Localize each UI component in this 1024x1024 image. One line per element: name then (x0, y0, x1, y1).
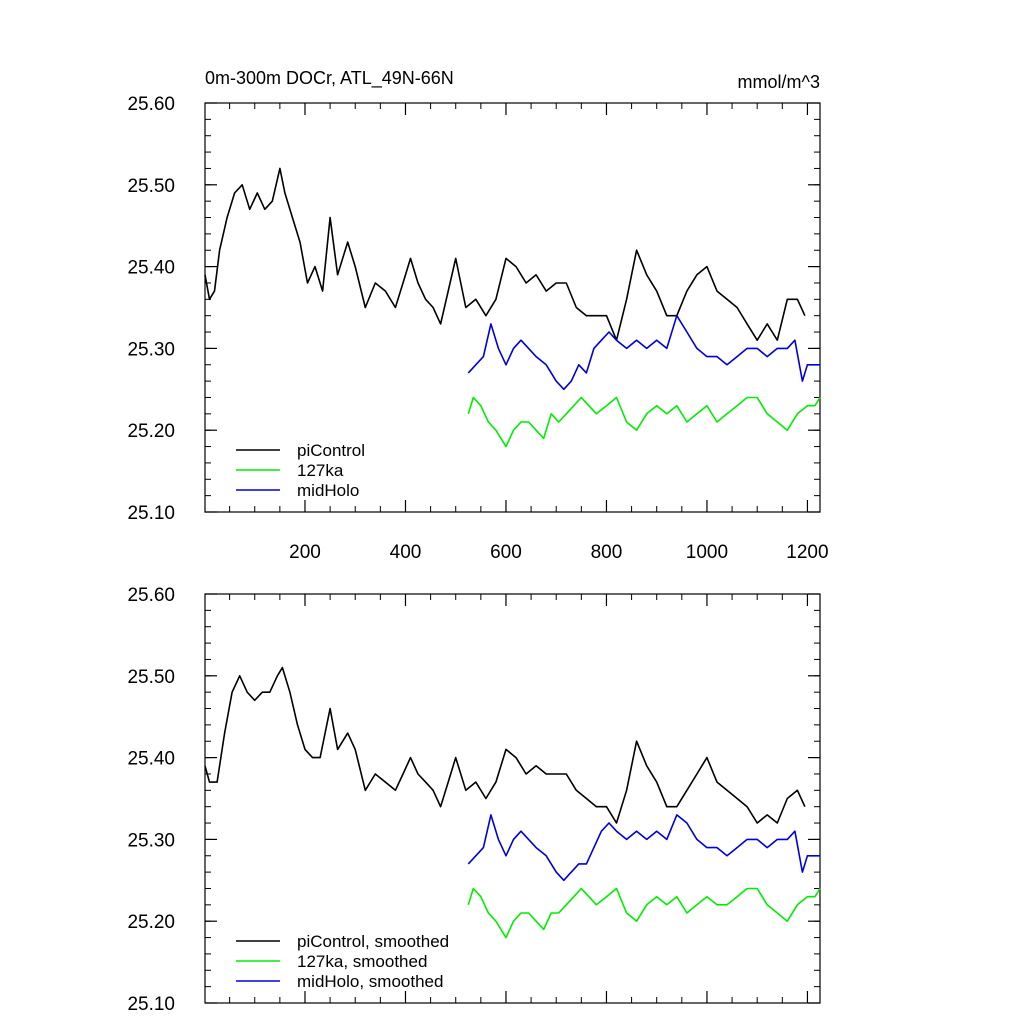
y-tick-label: 25.50 (127, 667, 175, 688)
x-tick-label: 1000 (686, 542, 728, 563)
y-tick-label: 25.20 (127, 421, 175, 442)
legend-label-midholo-smoothed: midHolo, smoothed (297, 972, 443, 991)
series-line-picontrol (204, 167, 806, 342)
legend-label-midholo: midHolo (297, 481, 359, 500)
y-tick-label: 25.10 (127, 994, 175, 1015)
y-tick-label: 25.30 (127, 830, 175, 851)
y-tick-label: 25.50 (127, 176, 175, 197)
y-tick-label: 25.10 (127, 503, 175, 524)
series-line-picontrol-smoothed (204, 666, 806, 824)
legend-label-127ka: 127ka (297, 461, 344, 480)
legend-label-127ka-smoothed: 127ka, smoothed (297, 952, 427, 971)
x-tick-label: 800 (591, 542, 623, 563)
y-tick-label: 25.60 (127, 94, 175, 115)
x-tick-label: 600 (490, 542, 522, 563)
x-tick-label: 1200 (786, 542, 828, 563)
series-line-midholo (467, 314, 820, 391)
y-tick-label: 25.40 (127, 258, 175, 279)
x-tick-label: 400 (390, 542, 422, 563)
plot-frame (204, 102, 821, 513)
x-tick-label: 200 (289, 542, 321, 563)
units-label: mmol/m^3 (738, 72, 820, 92)
plot-frame (204, 593, 821, 1004)
chart-title: 0m-300m DOCr, ATL_49N-66N (205, 68, 454, 89)
panel-bottom: 25.10 25.20 25.30 25.40 25.50 25.60 piControl,… (127, 585, 821, 1015)
y-tick-label: 25.30 (127, 339, 175, 360)
panel-top: 25.10 25.20 25.30 25.40 25.50 25.60 200 400 600 8… (127, 94, 828, 563)
series-line-127ka-smoothed (467, 887, 821, 939)
series-line-midholo-smoothed (467, 814, 820, 882)
legend-label-picontrol: piControl (297, 441, 365, 460)
series-line-127ka (467, 396, 821, 448)
y-tick-label: 25.20 (127, 912, 175, 933)
legend-label-picontrol-smoothed: piControl, smoothed (297, 932, 449, 951)
y-tick-label: 25.60 (127, 585, 175, 606)
y-tick-label: 25.40 (127, 749, 175, 770)
